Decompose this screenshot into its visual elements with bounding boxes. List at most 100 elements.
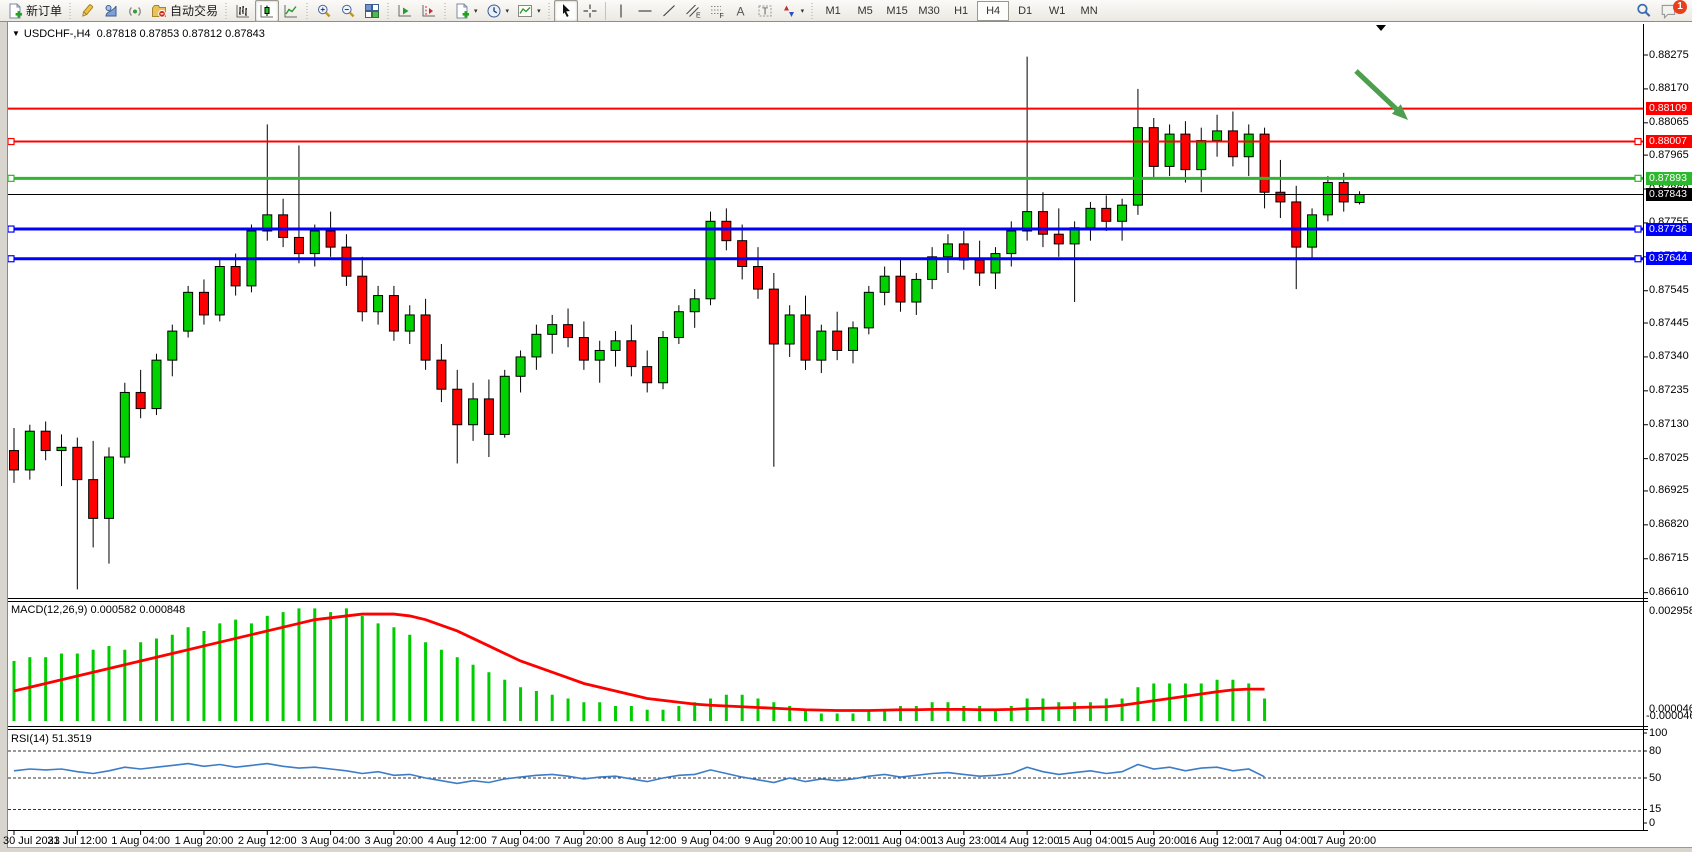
bull-candle xyxy=(262,214,273,232)
text-button[interactable]: A xyxy=(729,0,753,22)
price-tick-label: 0.88275 xyxy=(1649,48,1689,61)
new-order-button[interactable]: 新订单 xyxy=(3,0,66,22)
current-price-badge: 0.87843 xyxy=(1646,187,1692,201)
rsi-indicator-label: RSI(14) 51.3519 xyxy=(11,733,92,745)
toolbar-grip xyxy=(305,2,311,19)
new-order-icon xyxy=(7,3,23,19)
bar-chart-button[interactable] xyxy=(231,0,255,22)
notifications-button[interactable]: 1 xyxy=(1656,0,1687,22)
line-chart-button[interactable] xyxy=(279,0,303,22)
zoom-out-button[interactable] xyxy=(336,0,360,22)
indicators-button[interactable]: ▾ xyxy=(450,0,482,22)
bull-candle xyxy=(119,391,130,458)
bear-candle xyxy=(9,450,19,471)
time-tick-label: 16 Aug 12:00 xyxy=(1184,835,1250,847)
auto-scroll-button[interactable] xyxy=(393,0,417,22)
time-tick-label: 3 Aug 04:00 xyxy=(301,835,360,847)
cursor-button[interactable] xyxy=(553,0,578,22)
timeframe-button-m5[interactable]: M5 xyxy=(857,4,873,17)
candlestick-chart-button[interactable] xyxy=(255,0,280,22)
timeframe-button-d1[interactable]: D1 xyxy=(1018,4,1033,17)
candlestick-chart-icon xyxy=(259,3,275,19)
price-tick-label: 0.86925 xyxy=(1649,484,1689,497)
zoom-in-icon xyxy=(316,3,332,19)
timeframe-button-h1[interactable]: H1 xyxy=(954,4,969,17)
annotation-arrow[interactable] xyxy=(1354,69,1408,120)
text-label-button[interactable]: T xyxy=(753,0,777,22)
vertical-line-button[interactable] xyxy=(609,0,633,22)
equidistant-channel-button[interactable]: E xyxy=(681,0,705,22)
zoom-in-button[interactable] xyxy=(312,0,336,22)
time-tick-label: 7 Aug 20:00 xyxy=(554,835,614,847)
auto-trading-button[interactable]: 自动交易 xyxy=(147,0,222,22)
collapse-triangle-icon[interactable]: ▼ xyxy=(12,29,20,38)
clock-icon xyxy=(486,3,502,19)
timeframe-button-m30[interactable]: M30 xyxy=(918,4,940,17)
rsi-tick-label: 15 xyxy=(1649,803,1662,815)
line-handle xyxy=(7,225,15,233)
level-price-badge: 0.88109 xyxy=(1646,102,1692,116)
bull-candle xyxy=(689,298,700,313)
bull-candle xyxy=(863,291,874,329)
bull-candle xyxy=(1322,182,1333,216)
price-tick-label: 0.86820 xyxy=(1649,518,1689,531)
candles-layer xyxy=(9,56,1365,590)
bull-candle xyxy=(1164,133,1175,167)
bear-candle xyxy=(1259,133,1270,193)
price-tick-label: 0.87965 xyxy=(1649,148,1689,161)
time-tick-label: 15 Aug 04:00 xyxy=(1058,835,1123,847)
bear-candle xyxy=(626,340,637,368)
templates-button[interactable]: ▾ xyxy=(513,0,545,22)
timeframe-button-m1[interactable]: M1 xyxy=(825,4,841,17)
charts-profile-button[interactable] xyxy=(75,0,99,22)
trendline-button[interactable] xyxy=(657,0,681,22)
bull-candle xyxy=(990,253,1001,274)
price-tick-label: 0.87340 xyxy=(1649,350,1689,363)
time-tick-label: 8 Aug 12:00 xyxy=(617,835,677,847)
bear-candle xyxy=(768,288,779,345)
price-tick-label: 0.86715 xyxy=(1649,552,1689,565)
time-tick-label: 15 Aug 20:00 xyxy=(1121,835,1187,847)
bear-candle xyxy=(753,266,764,290)
tile-windows-button[interactable] xyxy=(360,0,384,22)
arrows-icon xyxy=(781,3,797,19)
bull-candle xyxy=(1354,193,1365,204)
time-tick-label: 1 Aug 04:00 xyxy=(111,835,170,847)
main-toolbar: 新订单 自动交易 ▾ ▾ ▾ E F A T ▾ M1 M5 M15 M30 H1 H4 D… xyxy=(0,0,1692,22)
bear-candle xyxy=(737,240,748,268)
svg-text:T: T xyxy=(762,6,768,17)
bear-candle xyxy=(388,295,399,332)
timeframe-button-m15[interactable]: M15 xyxy=(886,4,908,17)
timeframe-button-w1[interactable]: W1 xyxy=(1048,4,1066,17)
bull-candle xyxy=(942,243,953,258)
timeframe-button-h4[interactable]: H4 xyxy=(977,0,1010,21)
timeframe-button-mn[interactable]: MN xyxy=(1080,4,1098,17)
text-label-icon: T xyxy=(757,3,773,19)
horizontal-line-button[interactable] xyxy=(633,0,657,22)
bull-candle xyxy=(594,349,605,361)
arrows-button[interactable]: ▾ xyxy=(777,0,809,22)
bull-candle xyxy=(1085,207,1096,229)
bear-candle xyxy=(341,246,352,277)
bull-candle xyxy=(103,456,114,519)
new-order-label: 新订单 xyxy=(26,4,63,18)
chart-shift-button[interactable] xyxy=(417,0,441,22)
line-chart-icon xyxy=(283,3,299,19)
level-lines xyxy=(7,107,1643,263)
bull-candle xyxy=(911,278,922,303)
search-button[interactable] xyxy=(1631,0,1656,22)
bear-candle xyxy=(452,388,463,426)
chart-header[interactable]: ▼ USDCHF-,H4 0.87818 0.87853 0.87812 0.87… xyxy=(12,28,265,40)
auto-scroll-icon xyxy=(397,3,413,19)
bear-candle xyxy=(325,230,336,248)
bear-candle xyxy=(563,324,574,339)
crosshair-button[interactable] xyxy=(578,0,602,22)
macd-panel xyxy=(12,608,1267,721)
metaeditor-button[interactable] xyxy=(99,0,123,22)
fibonacci-button[interactable]: F xyxy=(705,0,729,22)
periods-button[interactable]: ▾ xyxy=(482,0,514,22)
time-tick-label: 13 Aug 23:00 xyxy=(931,835,997,847)
signal-button[interactable] xyxy=(123,0,147,22)
toolbar-grip xyxy=(546,2,552,19)
